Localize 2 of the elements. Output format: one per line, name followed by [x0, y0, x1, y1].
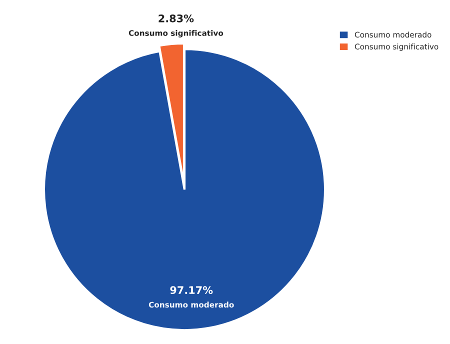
data-label: 2.83%: [158, 14, 194, 22]
data-label: 97.17%: [170, 286, 213, 294]
